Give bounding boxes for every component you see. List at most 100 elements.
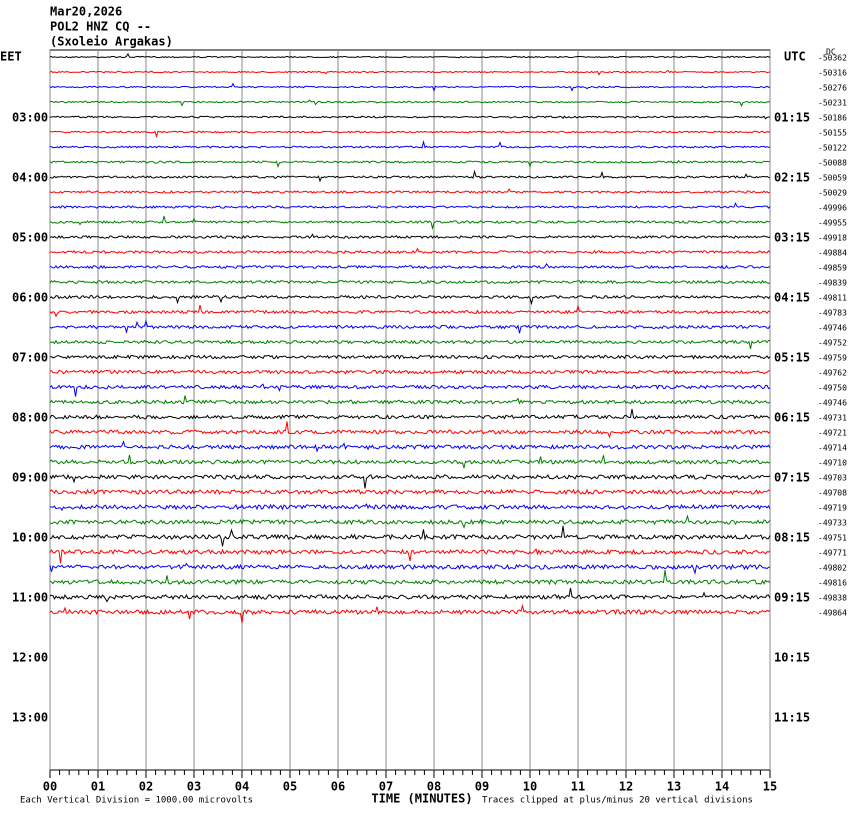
trace (50, 99, 771, 108)
dc-offset: -49864 (818, 609, 847, 618)
dc-offset: -50362 (818, 54, 847, 63)
scale-note: Each Vertical Division = 1000.00 microvo… (20, 796, 253, 806)
plot-frame (49, 49, 771, 771)
trace (49, 408, 771, 420)
right-time: 05:15 (774, 351, 810, 365)
right-time: 06:15 (774, 411, 810, 425)
trace (49, 304, 771, 318)
x-tick-label: 06 (331, 780, 345, 794)
dc-offset: -49703 (818, 474, 847, 483)
trace (49, 294, 771, 306)
x-tick-label: 04 (235, 780, 249, 794)
dc-offset: -49714 (818, 444, 847, 453)
left-time: 04:00 (12, 171, 48, 185)
x-tick-label: 14 (715, 780, 729, 794)
trace (50, 354, 771, 360)
dc-offset: -49802 (818, 564, 847, 573)
dc-offset: -49838 (818, 594, 847, 603)
dc-offset: -49839 (818, 279, 847, 288)
dc-offset: -49759 (818, 354, 847, 363)
trace (50, 525, 771, 547)
left-zone: EET (0, 50, 22, 64)
dc-offset: -49721 (818, 429, 847, 438)
dc-offset: -49710 (818, 459, 847, 468)
dc-offset: -49746 (818, 324, 847, 333)
x-tick-label: 08 (427, 780, 441, 794)
trace (49, 188, 771, 195)
trace (49, 82, 771, 93)
right-time: 10:15 (774, 651, 810, 665)
x-tick-label: 09 (475, 780, 489, 794)
x-tick-label: 05 (283, 780, 297, 794)
trace (49, 215, 771, 231)
x-tick-label: 10 (523, 780, 537, 794)
dc-label: DC (826, 48, 836, 57)
dc-offset: -49771 (818, 549, 847, 558)
trace (49, 201, 771, 209)
trace (49, 369, 771, 375)
x-tick-label: 02 (139, 780, 153, 794)
left-time: 13:00 (12, 711, 48, 725)
right-time: 04:15 (774, 291, 810, 305)
dc-offset: -49816 (818, 579, 847, 588)
trace (49, 69, 771, 76)
trace (49, 440, 771, 453)
trace (49, 603, 771, 623)
trace (49, 169, 771, 183)
right-time: 01:15 (774, 111, 810, 125)
dc-offset: -49708 (818, 489, 847, 498)
right-time: 11:15 (774, 711, 810, 725)
trace (49, 115, 770, 120)
dc-offset: -50122 (818, 144, 847, 153)
trace (49, 383, 771, 397)
dc-offset: -49733 (818, 519, 847, 528)
dc-offset: -49750 (818, 384, 847, 393)
dc-offset: -49762 (818, 369, 847, 378)
dc-offset: -50186 (818, 114, 847, 123)
right-time: 09:15 (774, 591, 810, 605)
trace (49, 569, 771, 586)
trace (49, 395, 771, 405)
dc-offset: -50088 (818, 159, 847, 168)
dc-offset: -50155 (818, 129, 847, 138)
trace (49, 279, 771, 285)
dc-offset: -49719 (818, 504, 847, 513)
x-tick-label: 00 (43, 780, 57, 794)
trace (49, 247, 771, 255)
right-time: 03:15 (774, 231, 810, 245)
dc-offset: -49859 (818, 264, 847, 273)
date: Mar20,2026 (50, 5, 122, 19)
trace (49, 130, 771, 139)
dc-offset: -49783 (818, 309, 847, 318)
dc-offset: -50059 (818, 174, 847, 183)
x-tick-label: 01 (91, 780, 105, 794)
dc-offset: -49751 (818, 534, 847, 543)
x-tick-label: 11 (571, 780, 585, 794)
site: (Sxoleio Argakas) (50, 35, 173, 49)
trace (49, 421, 771, 439)
right-time: 08:15 (774, 531, 810, 545)
x-tick-label: 12 (619, 780, 633, 794)
dc-offset: -50316 (818, 69, 847, 78)
trace (49, 233, 771, 240)
trace (49, 488, 771, 496)
trace (49, 139, 771, 149)
left-time: 11:00 (12, 591, 48, 605)
trace (49, 514, 771, 530)
trace (49, 52, 771, 59)
trace (49, 473, 771, 489)
dc-offset: -49746 (818, 399, 847, 408)
dc-offset: -50029 (818, 189, 847, 198)
dc-offset: -49918 (818, 234, 847, 243)
dc-offset: -50276 (818, 84, 847, 93)
trace (49, 548, 771, 564)
left-time: 10:00 (12, 531, 48, 545)
trace (49, 588, 771, 603)
left-time: 07:00 (12, 351, 48, 365)
clip-note: Traces clipped at plus/minus 20 vertical… (482, 796, 753, 806)
dc-offset: -49731 (818, 414, 847, 423)
right-time: 02:15 (774, 171, 810, 185)
x-tick-label: 03 (187, 780, 201, 794)
dc-offset: -50231 (818, 99, 847, 108)
